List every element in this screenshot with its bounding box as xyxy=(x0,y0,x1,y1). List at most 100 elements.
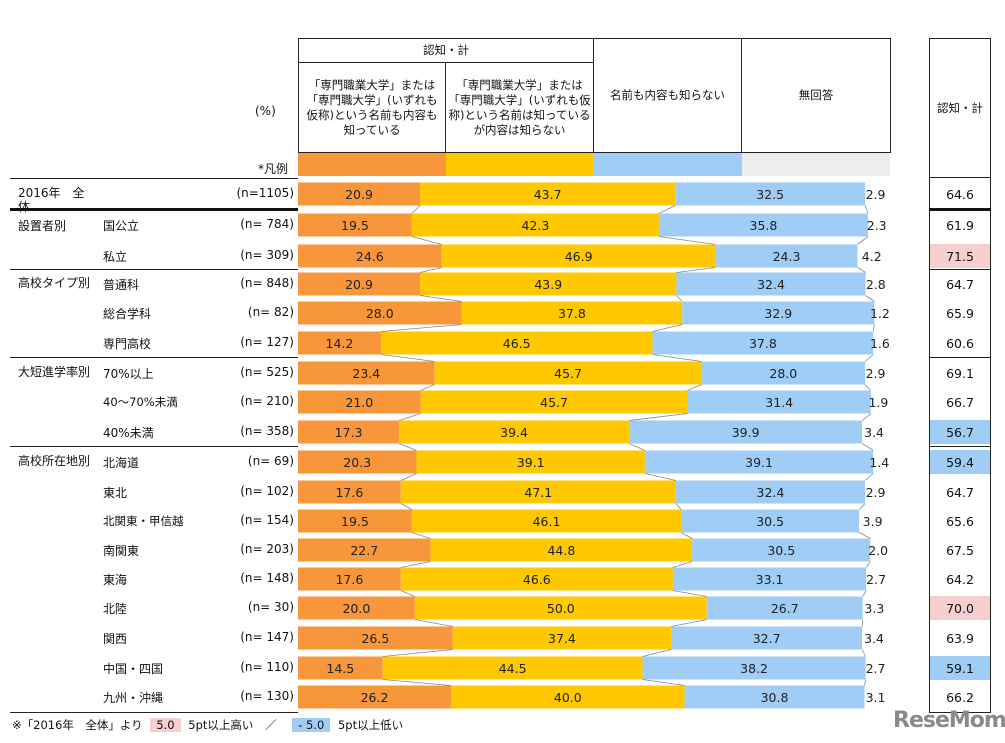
row-n: (n= 102) xyxy=(240,484,294,498)
bar-segment-name-only xyxy=(420,182,676,206)
bar-segment-name-only xyxy=(452,626,672,650)
bar-segment-name-only xyxy=(382,656,643,680)
bar-value-label: 1.6 xyxy=(870,336,890,351)
bar-value-label: 20.3 xyxy=(343,455,371,470)
row-n: (n=1105) xyxy=(236,186,294,200)
bar-value-label: 37.8 xyxy=(749,336,777,351)
row-awareness-total: 63.9 xyxy=(946,630,974,646)
row-n: (n= 82) xyxy=(247,305,294,319)
row-n: (n= 130) xyxy=(240,689,294,703)
bar-segment-name-only xyxy=(380,331,653,355)
bar-value-label: 1.2 xyxy=(870,306,890,321)
footer-separator: ／ xyxy=(265,718,277,732)
footer-low-swatch: - 5.0 xyxy=(292,718,331,732)
bar-value-label: 46.5 xyxy=(503,336,531,351)
bar-value-label: 22.7 xyxy=(350,543,378,558)
group-label: 設置者別 xyxy=(18,219,67,233)
connector-line xyxy=(382,649,453,657)
connector-line xyxy=(414,619,453,627)
bar-value-label: 32.7 xyxy=(753,631,781,646)
bar-segment-unknown xyxy=(676,272,866,296)
connector-line xyxy=(652,324,683,332)
connector-line xyxy=(671,619,707,627)
bar-segment-name-only xyxy=(461,301,683,325)
connector-line xyxy=(687,384,702,391)
bar-value-label: 37.8 xyxy=(558,306,586,321)
group-label: 高校所在地別 xyxy=(18,454,91,468)
divider xyxy=(10,712,298,713)
bar-segment-known-both xyxy=(298,509,412,533)
connector-line xyxy=(672,561,693,568)
bar-segment-known-both xyxy=(298,331,381,355)
divider xyxy=(929,208,991,211)
row-n: (n= 127) xyxy=(240,335,294,349)
bar-segment-name-only xyxy=(400,567,673,591)
bar-value-label: 3.4 xyxy=(864,425,884,440)
bar-segment-name-only xyxy=(399,420,630,444)
bar-segment-name-only xyxy=(430,538,693,562)
bar-value-label: 35.8 xyxy=(750,218,778,233)
bar-value-label: 24.6 xyxy=(356,249,384,264)
bar-value-label: 32.9 xyxy=(764,306,792,321)
bar-segment-unknown xyxy=(692,538,871,562)
legend-swatch-unknown xyxy=(594,153,742,176)
legend-label: *凡例 xyxy=(258,162,289,176)
bar-segment-no-answer xyxy=(874,301,882,325)
bar-value-label: 19.5 xyxy=(341,514,369,529)
bar-segment-unknown xyxy=(681,509,860,533)
bar-segment-no-answer xyxy=(866,567,882,591)
connector-line xyxy=(864,679,867,686)
bar-segment-known-both xyxy=(298,656,383,680)
connector-line xyxy=(642,649,672,657)
connector-line xyxy=(629,413,688,421)
legend-swatch-name-only xyxy=(446,153,594,176)
row-n: (n= 147) xyxy=(240,630,294,644)
legend-swatch-no-answer xyxy=(742,153,890,176)
connector-line xyxy=(420,384,435,391)
connector-line xyxy=(411,236,442,245)
row-n: (n= 148) xyxy=(240,571,294,585)
row-label: 北海道 xyxy=(103,456,140,470)
bar-value-label: 43.7 xyxy=(534,187,562,202)
row-label: 専門高校 xyxy=(103,337,152,351)
connector-line xyxy=(419,267,442,273)
bar-segment-unknown xyxy=(642,656,866,680)
bar-value-label: 43.9 xyxy=(534,277,562,292)
bar-segment-no-answer xyxy=(873,450,882,474)
footer-high-swatch: 5.0 xyxy=(150,718,181,732)
bar-segment-name-only xyxy=(411,213,659,237)
bar-segment-unknown xyxy=(706,596,863,620)
divider xyxy=(10,357,298,358)
bar-value-label: 40.0 xyxy=(554,690,582,705)
row-n: (n= 358) xyxy=(240,424,294,438)
bar-segment-unknown xyxy=(715,244,858,268)
bar-value-label: 32.5 xyxy=(756,187,784,202)
row-awareness-total: 60.6 xyxy=(946,335,974,351)
connector-line xyxy=(865,295,875,302)
bar-segment-known-both xyxy=(298,480,401,504)
bar-segment-name-only xyxy=(441,244,716,268)
connector-line xyxy=(672,590,707,597)
bar-value-label: 2.9 xyxy=(866,366,886,381)
row-awareness-total: 67.5 xyxy=(946,542,974,558)
row-total-label: 2016年 全体 xyxy=(18,186,85,214)
bar-segment-no-answer xyxy=(862,420,882,444)
bar-value-label: 30.5 xyxy=(767,543,795,558)
bar-value-label: 31.4 xyxy=(765,395,793,410)
connector-line xyxy=(680,532,693,539)
connector-line xyxy=(400,473,417,481)
bar-segment-unknown xyxy=(672,567,867,591)
bar-segment-name-only xyxy=(414,596,707,620)
bar-value-label: 3.9 xyxy=(863,514,883,529)
bar-segment-known-both xyxy=(298,182,421,206)
connector-line xyxy=(658,236,716,245)
bar-segment-known-both xyxy=(298,420,400,444)
bar-segment-unknown xyxy=(682,301,875,325)
resemom-watermark: ReseMom xyxy=(893,708,1005,733)
bar-value-label: 28.0 xyxy=(366,306,394,321)
divider xyxy=(929,446,991,447)
bar-segment-known-both xyxy=(298,244,442,268)
row-awareness-total: 59.1 xyxy=(930,656,990,680)
connector-line xyxy=(861,443,874,451)
